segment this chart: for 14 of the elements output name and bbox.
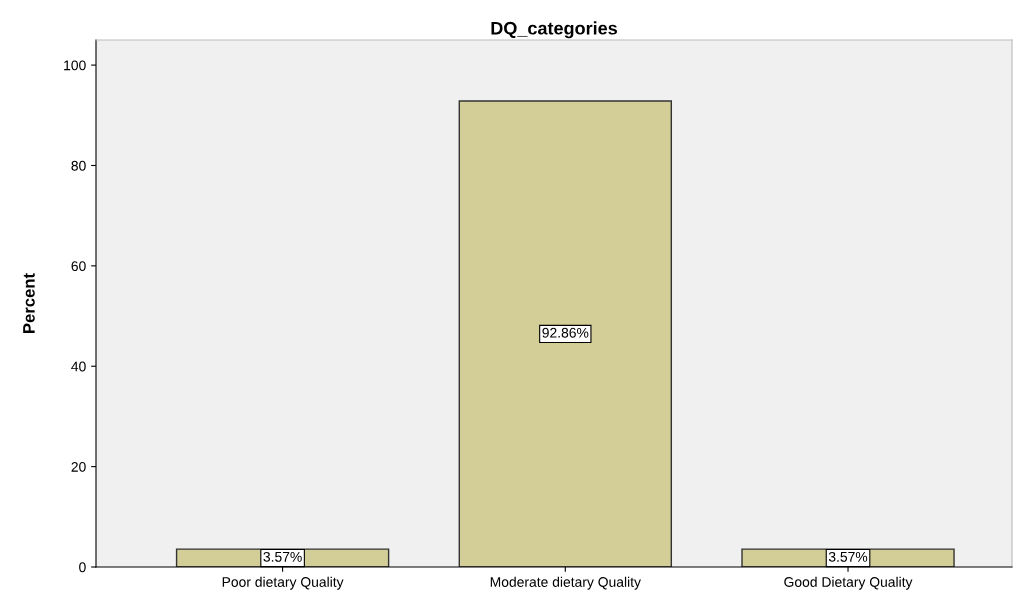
- y-tick-label: 60: [71, 261, 86, 272]
- y-axis-title: Percent: [23, 273, 35, 333]
- chart-title: DQ_categories: [491, 21, 617, 39]
- data-label: 92.86%: [542, 327, 589, 338]
- y-tick-label: 0: [79, 562, 86, 573]
- x-tick-label: Poor dietary Quality: [222, 576, 344, 590]
- data-label: 3.57%: [828, 551, 868, 562]
- y-tick-label: 100: [64, 60, 86, 71]
- y-tick-label: 40: [71, 361, 86, 372]
- data-label: 3.57%: [263, 551, 302, 562]
- y-tick-label: 80: [71, 160, 86, 171]
- x-tick-label: Good Dietary Quality: [784, 576, 913, 590]
- x-tick-label: Moderate dietary Quality: [490, 576, 641, 590]
- y-tick-label: 20: [71, 461, 86, 472]
